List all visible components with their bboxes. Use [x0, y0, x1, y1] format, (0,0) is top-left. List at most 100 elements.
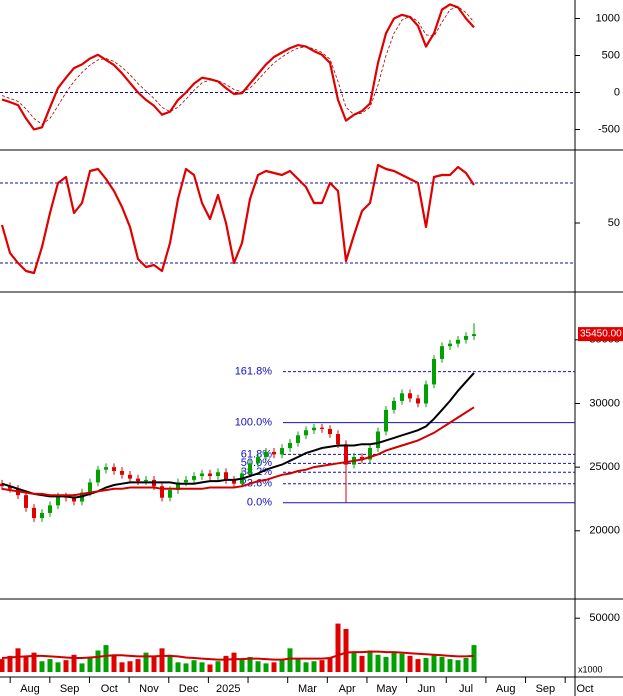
- volume-bar: [367, 650, 373, 672]
- candle-body: [328, 428, 332, 435]
- y-tick-label: 50000: [589, 612, 620, 624]
- fib-label: 100.0%: [235, 416, 273, 428]
- volume-bar: [423, 658, 429, 672]
- candle-body: [216, 472, 220, 477]
- candle-body: [144, 479, 148, 482]
- candle-body: [104, 467, 108, 470]
- candle-body: [112, 467, 116, 471]
- candle-body: [120, 470, 124, 475]
- volume-bar: [215, 661, 221, 672]
- volume-bar: [111, 655, 117, 672]
- candle-body: [232, 479, 236, 484]
- candle-body: [168, 490, 172, 498]
- volume-bar: [15, 648, 21, 672]
- y-tick-label: -500: [598, 123, 620, 135]
- candle-body: [256, 456, 260, 464]
- volume-bar: [391, 652, 397, 672]
- volume-bar: [247, 656, 253, 672]
- volume-bar: [375, 654, 381, 672]
- fib-label: 0.0%: [247, 497, 272, 509]
- candle-body: [368, 448, 372, 460]
- x-tick-label: May: [376, 683, 397, 695]
- volume-bar: [103, 645, 109, 672]
- volume-bar: [79, 663, 85, 672]
- volume-bar: [231, 652, 237, 672]
- candle-body: [88, 482, 92, 493]
- volume-bar: [239, 659, 245, 672]
- y-tick-label: 0: [614, 86, 620, 98]
- moving-average: [1, 406, 475, 497]
- volume-bar: [303, 662, 309, 672]
- candle-body: [288, 442, 292, 449]
- x-tick-label: 2025: [216, 683, 240, 695]
- volume-bar: [263, 663, 269, 672]
- volume-bar: [295, 659, 301, 672]
- volume-bar: [0, 659, 5, 672]
- volume-bar: [359, 655, 365, 672]
- volume-bar: [431, 654, 437, 672]
- y-tick-label: 50: [608, 217, 620, 229]
- candle-body: [304, 430, 308, 436]
- candle-body: [472, 334, 476, 337]
- volume-bar: [7, 655, 13, 672]
- candle-body: [272, 451, 276, 455]
- candle-body: [0, 483, 4, 487]
- candle-body: [160, 486, 164, 498]
- candle-body: [248, 463, 252, 474]
- candle-body: [24, 495, 28, 508]
- candle-body: [56, 496, 60, 506]
- volume-bar: [127, 661, 133, 672]
- y-tick-label: 25000: [589, 461, 620, 473]
- volume-bar: [439, 656, 445, 672]
- volume-bar: [415, 659, 421, 672]
- candle-body: [224, 472, 228, 480]
- volume-bar: [271, 662, 277, 672]
- candle-body: [456, 339, 460, 344]
- volume-bar: [223, 655, 229, 672]
- candle-body: [448, 343, 452, 347]
- last-price-label: 35450.00: [580, 329, 622, 340]
- x-tick-label: Sep: [536, 683, 556, 695]
- candle-body: [384, 409, 388, 432]
- candle-body: [296, 435, 300, 443]
- volume-bar: [335, 623, 341, 672]
- volume-bar: [135, 659, 141, 672]
- candle-body: [464, 336, 468, 340]
- volume-bar: [55, 662, 61, 672]
- volume-bar: [31, 652, 37, 672]
- volume-ma: [1, 650, 475, 661]
- candle-body: [200, 473, 204, 477]
- volume-bar: [87, 658, 93, 672]
- volume-bar: [311, 661, 317, 672]
- volume-bar: [455, 660, 461, 672]
- candle-body: [280, 448, 284, 455]
- y-tick-label: 20000: [589, 525, 620, 537]
- volume-bar: [279, 660, 285, 672]
- candle-body: [48, 505, 52, 513]
- candle-body: [96, 469, 100, 483]
- volume-bar: [447, 659, 453, 672]
- x-tick-label: Nov: [139, 683, 159, 695]
- candle-body: [416, 398, 420, 404]
- volume-bar: [343, 628, 349, 672]
- x-tick-label: Jun: [418, 683, 436, 695]
- candle-body: [432, 358, 436, 385]
- candle-body: [176, 482, 180, 491]
- candle-body: [192, 476, 196, 480]
- candle-body: [392, 400, 396, 410]
- fib-label: 61.8%: [241, 448, 272, 460]
- candle-body: [40, 512, 44, 519]
- last-price-box: [578, 327, 623, 342]
- candle-body: [424, 384, 428, 404]
- x-tick-label: Aug: [20, 683, 40, 695]
- candle-body: [320, 427, 324, 429]
- x-tick-label: Sep: [60, 683, 80, 695]
- indicator-line: [1, 3, 475, 131]
- volume-bar: [255, 661, 261, 672]
- x-tick-label: Jul: [459, 683, 473, 695]
- candle-body: [408, 393, 412, 399]
- indicator-line: [0, 163, 475, 275]
- volume-bar: [159, 648, 165, 672]
- fib-label: 38.2%: [241, 466, 272, 478]
